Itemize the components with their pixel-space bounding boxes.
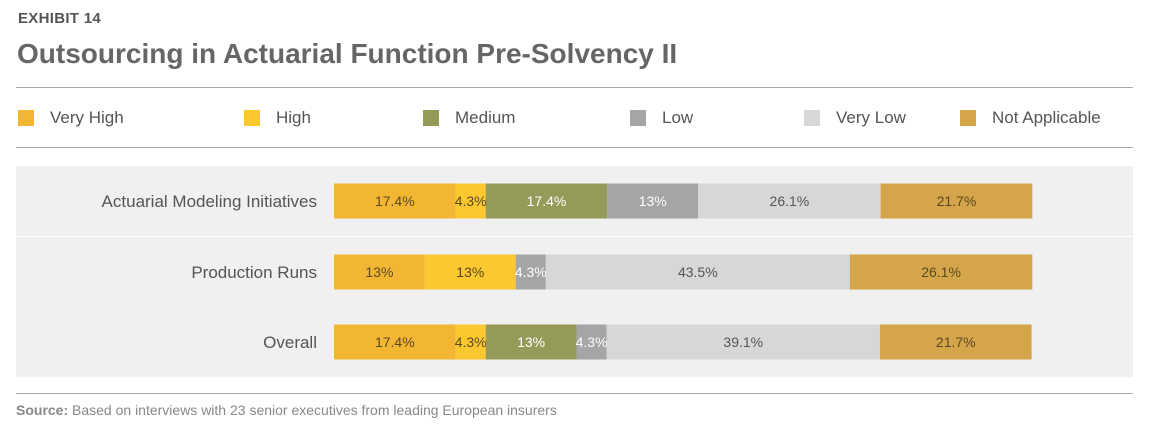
legend-swatch: [18, 110, 34, 126]
legend-swatch: [960, 110, 976, 126]
data-label: 26.1%: [770, 193, 810, 209]
legend-label: Very Low: [836, 108, 906, 127]
bar-high: [455, 324, 486, 360]
bar-low: [576, 324, 607, 360]
chart-title: Outsourcing in Actuarial Function Pre-So…: [17, 38, 678, 69]
legend-item-not-applicable: Not Applicable: [960, 108, 1101, 128]
category-label: Actuarial Modeling Initiatives: [102, 192, 317, 211]
legend-label: High: [276, 108, 311, 127]
title-divider: [16, 87, 1133, 88]
bar-low: [607, 183, 699, 219]
legend-item-very-high: Very High: [18, 108, 124, 128]
legend-swatch: [804, 110, 820, 126]
bar-medium: [485, 183, 608, 219]
bar-very-high: [334, 183, 456, 219]
legend-item-low: Low: [630, 108, 693, 128]
legend-label: Medium: [455, 108, 516, 127]
category-label: Overall: [263, 333, 317, 352]
data-label: 39.1%: [723, 334, 763, 350]
data-label: 4.3%: [455, 334, 487, 350]
data-label: 13%: [456, 264, 484, 280]
legend-swatch: [630, 110, 646, 126]
legend-swatch: [244, 110, 260, 126]
bar-very-high: [334, 324, 456, 360]
bar-not-applicable: [880, 183, 1033, 219]
bar-not-applicable: [879, 324, 1032, 360]
data-label: 21.7%: [937, 193, 977, 209]
source-note: Source: Based on interviews with 23 seni…: [16, 402, 557, 418]
legend-item-very-low: Very Low: [804, 108, 906, 128]
data-label: 21.7%: [936, 334, 976, 350]
data-label: 13%: [365, 264, 393, 280]
bar-very-low: [606, 324, 880, 360]
data-label: 4.3%: [455, 193, 487, 209]
data-label: 17.4%: [375, 193, 415, 209]
bar-not-applicable: [849, 254, 1033, 290]
bar-low: [515, 254, 546, 290]
data-label: 17.4%: [527, 193, 567, 209]
legend-item-high: High: [244, 108, 311, 128]
data-label: 43.5%: [678, 264, 718, 280]
data-label: 17.4%: [375, 334, 415, 350]
legend-divider: [16, 147, 1133, 148]
data-label: 13%: [517, 334, 545, 350]
bar-high: [455, 183, 486, 219]
bar-very-high: [334, 254, 425, 290]
category-label: Production Runs: [191, 263, 317, 282]
legend-label: Low: [662, 108, 694, 127]
legend-item-medium: Medium: [423, 108, 515, 128]
data-label: 4.3%: [576, 334, 608, 350]
data-label: 4.3%: [515, 264, 547, 280]
legend-label: Not Applicable: [992, 108, 1101, 127]
source-label: Source:: [16, 402, 69, 418]
bar-very-low: [698, 183, 881, 219]
data-label: 26.1%: [921, 264, 961, 280]
source-text: Based on interviews with 23 senior execu…: [68, 402, 557, 418]
bar-high: [424, 254, 516, 290]
legend-swatch: [423, 110, 439, 126]
bar-very-low: [545, 254, 850, 290]
exhibit-label: EXHIBIT 14: [18, 10, 102, 27]
footer-divider: [16, 393, 1133, 394]
data-label: 13%: [639, 193, 667, 209]
legend-label: Very High: [50, 108, 124, 127]
bar-medium: [485, 324, 577, 360]
